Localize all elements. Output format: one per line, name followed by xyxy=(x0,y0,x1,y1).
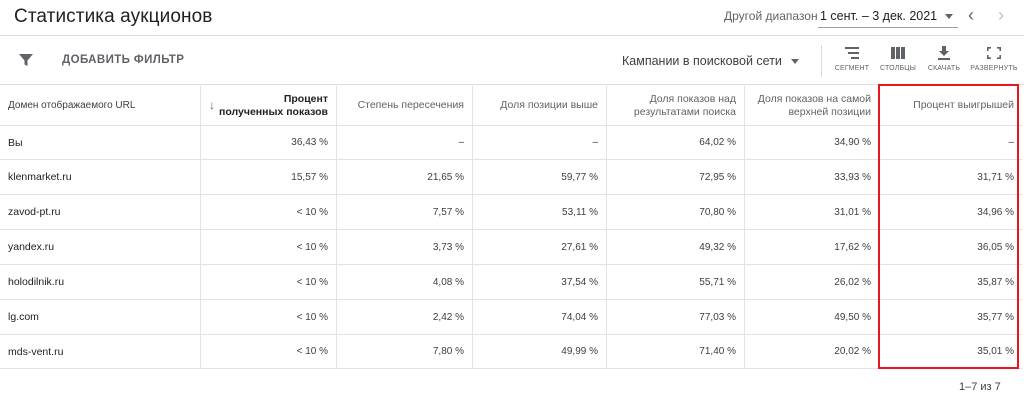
value-cell: 53,11 % xyxy=(473,195,607,229)
filter-icon[interactable] xyxy=(18,52,34,68)
add-filter-button[interactable]: ДОБАВИТЬ ФИЛЬТР xyxy=(62,54,185,66)
download-icon xyxy=(938,46,950,60)
table-row: klenmarket.ru 15,57 % 21,65 % 59,77 % 72… xyxy=(0,160,1022,195)
value-cell: < 10 % xyxy=(201,230,337,264)
value-cell: 7,80 % xyxy=(337,335,473,368)
column-header-position-above-rate[interactable]: Доля позиции выше xyxy=(473,86,607,125)
domain-cell: zavod-pt.ru xyxy=(0,195,201,229)
value-cell: 15,57 % xyxy=(201,160,337,194)
sort-down-icon: ↓ xyxy=(208,98,215,112)
domain-cell: Вы xyxy=(0,126,201,159)
toolbar: ДОБАВИТЬ ФИЛЬТР Кампании в поисковой сет… xyxy=(0,37,1024,85)
column-header-impression-share-line2: полученных показов xyxy=(218,105,328,118)
table-row: yandex.ru < 10 % 3,73 % 27,61 % 49,32 % … xyxy=(0,230,1022,265)
column-header-overlap-rate[interactable]: Степень пересечения xyxy=(337,86,473,125)
value-cell: 37,54 % xyxy=(473,265,607,299)
column-header-top-of-page-rate[interactable]: Доля показов над результатами поиска xyxy=(607,86,745,125)
expand-button[interactable]: РАЗВЕРНУТЬ xyxy=(968,43,1020,81)
value-cell: 2,42 % xyxy=(337,300,473,334)
value-cell: 49,99 % xyxy=(473,335,607,368)
dropdown-arrow-icon[interactable] xyxy=(945,14,953,19)
value-cell: 34,96 % xyxy=(977,206,1014,218)
value-cell: 35,77 % xyxy=(977,311,1014,323)
value-cell: 3,73 % xyxy=(337,230,473,264)
value-cell: 31,71 % xyxy=(977,171,1014,183)
date-range-label: Другой диапазон xyxy=(724,9,818,23)
page-title: Статистика аукционов xyxy=(14,6,213,27)
domain-cell: klenmarket.ru xyxy=(0,160,201,194)
value-cell: 26,02 % xyxy=(745,265,880,299)
page-header: Статистика аукционов Другой диапазон 1 с… xyxy=(0,0,1024,36)
value-cell: 21,65 % xyxy=(337,160,473,194)
value-cell: 34,90 % xyxy=(745,126,880,159)
pagination-summary: 1–7 из 7 xyxy=(959,381,1001,393)
value-cell: 77,03 % xyxy=(607,300,745,334)
value-cell: 36,05 % xyxy=(977,241,1014,253)
value-cell: – xyxy=(337,126,473,159)
download-label: СКАЧАТЬ xyxy=(927,65,961,72)
dropdown-arrow-icon[interactable] xyxy=(791,59,799,64)
table-header-row: Домен отображаемого URL ↓ Процент получе… xyxy=(0,86,1022,126)
column-header-outranking-share[interactable]: Процент выигрышей xyxy=(913,99,1014,111)
column-header-impression-share[interactable]: ↓ Процент полученных показов xyxy=(201,86,337,125)
segment-button[interactable]: СЕГМЕНТ xyxy=(826,43,878,81)
value-cell: 49,32 % xyxy=(607,230,745,264)
value-cell: 72,95 % xyxy=(607,160,745,194)
value-cell: 17,62 % xyxy=(745,230,880,264)
toolbar-divider xyxy=(821,45,822,77)
value-cell: 35,87 % xyxy=(977,276,1014,288)
value-cell: 74,04 % xyxy=(473,300,607,334)
domain-cell: holodilnik.ru xyxy=(0,265,201,299)
value-cell: 36,43 % xyxy=(201,126,337,159)
columns-icon xyxy=(891,47,905,59)
campaign-type-select[interactable]: Кампании в поисковой сети xyxy=(622,54,782,68)
segment-icon xyxy=(845,47,859,59)
value-cell: 27,61 % xyxy=(473,230,607,264)
table-row: holodilnik.ru < 10 % 4,08 % 37,54 % 55,7… xyxy=(0,265,1022,300)
table-row: mds-vent.ru < 10 % 7,80 % 49,99 % 71,40 … xyxy=(0,335,1022,369)
value-cell: < 10 % xyxy=(201,300,337,334)
value-cell: 55,71 % xyxy=(607,265,745,299)
fullscreen-icon xyxy=(987,47,1001,59)
expand-label: РАЗВЕРНУТЬ xyxy=(970,65,1018,72)
domain-cell: lg.com xyxy=(0,300,201,334)
chevron-left-icon[interactable]: ‹ xyxy=(968,5,974,25)
date-range-select[interactable]: 1 сент. – 3 дек. 2021 xyxy=(820,9,938,23)
value-cell: 7,57 % xyxy=(337,195,473,229)
table-row: lg.com < 10 % 2,42 % 74,04 % 77,03 % 49,… xyxy=(0,300,1022,335)
value-cell: – xyxy=(473,126,607,159)
download-button[interactable]: СКАЧАТЬ xyxy=(918,43,970,81)
table-row: zavod-pt.ru < 10 % 7,57 % 53,11 % 70,80 … xyxy=(0,195,1022,230)
domain-cell: yandex.ru xyxy=(0,230,201,264)
value-cell: < 10 % xyxy=(201,195,337,229)
column-header-abs-top-rate[interactable]: Доля показов на самой верхней позиции xyxy=(745,86,880,125)
columns-button[interactable]: СТОЛБЦЫ xyxy=(872,43,924,81)
value-cell: 70,80 % xyxy=(607,195,745,229)
value-cell: – xyxy=(1008,137,1014,148)
value-cell: 4,08 % xyxy=(337,265,473,299)
value-cell: 64,02 % xyxy=(607,126,745,159)
column-header-domain[interactable]: Домен отображаемого URL xyxy=(0,86,201,125)
segment-label: СЕГМЕНТ xyxy=(834,65,870,72)
value-cell: 35,01 % xyxy=(977,346,1014,357)
column-header-impression-share-line1: Процент xyxy=(283,92,328,105)
value-cell: 20,02 % xyxy=(745,335,880,368)
value-cell: 33,93 % xyxy=(745,160,880,194)
value-cell: 49,50 % xyxy=(745,300,880,334)
value-cell: < 10 % xyxy=(201,265,337,299)
value-cell: 71,40 % xyxy=(607,335,745,368)
table-row: Вы 36,43 % – – 64,02 % 34,90 % – xyxy=(0,126,1022,160)
value-cell: 59,77 % xyxy=(473,160,607,194)
domain-cell: mds-vent.ru xyxy=(0,335,201,368)
value-cell: 31,01 % xyxy=(745,195,880,229)
date-range-underline xyxy=(818,27,958,28)
value-cell: < 10 % xyxy=(201,335,337,368)
chevron-right-icon[interactable]: › xyxy=(998,5,1004,25)
columns-label: СТОЛБЦЫ xyxy=(879,65,917,72)
